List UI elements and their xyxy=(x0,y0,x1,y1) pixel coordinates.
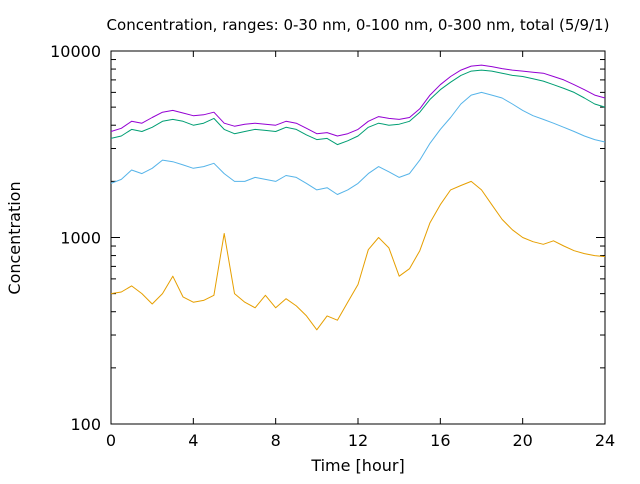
y-tick-label: 100 xyxy=(70,415,101,434)
series-layer xyxy=(110,64,606,331)
series-line-1 xyxy=(110,180,606,331)
x-tick-label: 0 xyxy=(106,431,116,450)
y-tick-label: 10000 xyxy=(50,42,101,61)
y-tick-label: 1000 xyxy=(60,229,101,248)
x-tick-label: 16 xyxy=(430,431,450,450)
x-tick-label: 20 xyxy=(512,431,532,450)
x-tick-label: 4 xyxy=(188,431,198,450)
series-line-4 xyxy=(110,64,606,137)
y-axis: 100 1000 10000 xyxy=(50,42,605,434)
x-tick-label: 8 xyxy=(271,431,281,450)
x-tick-label: 24 xyxy=(595,431,615,450)
plot-frame xyxy=(110,50,606,425)
x-tick-label: 12 xyxy=(348,431,368,450)
series-line-3 xyxy=(110,69,606,146)
chart-title: Concentration, ranges: 0-30 nm, 0-100 nm… xyxy=(107,16,610,34)
x-axis: 0 4 8 12 16 20 24 xyxy=(106,51,615,450)
series-line-2 xyxy=(110,91,606,195)
x-axis-title: Time [hour] xyxy=(310,456,404,475)
y-axis-title: Concentration xyxy=(5,181,24,294)
